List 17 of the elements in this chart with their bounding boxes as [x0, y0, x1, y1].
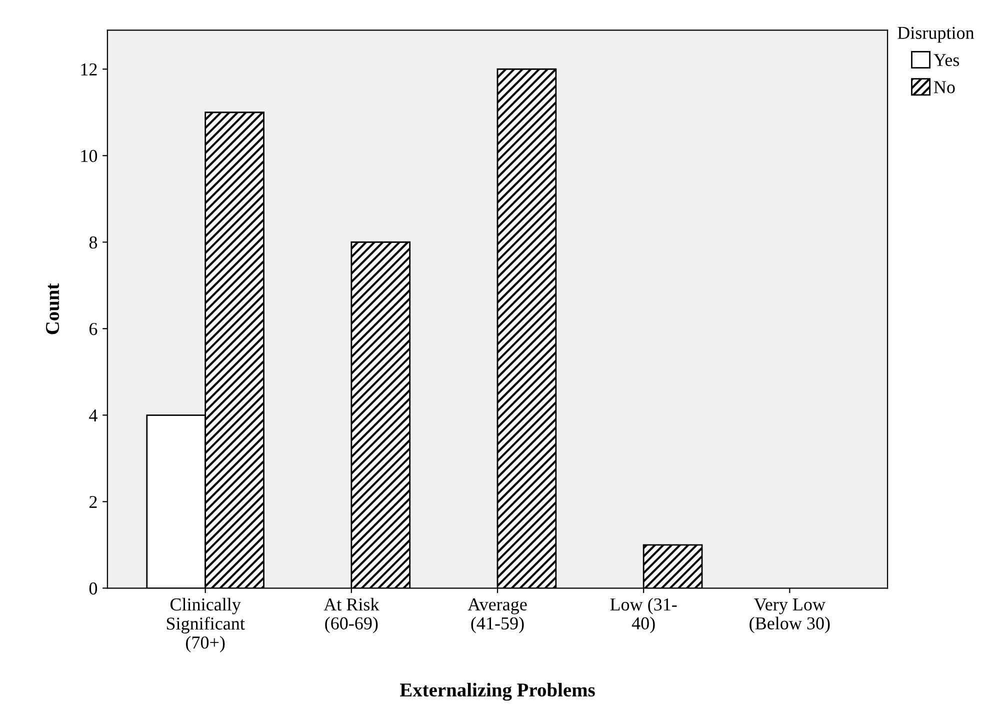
- y-tick-label: 4: [89, 410, 98, 422]
- legend-label: Yes: [934, 54, 960, 66]
- legend-label: No: [934, 81, 955, 94]
- y-tick-label: 0: [89, 582, 98, 595]
- x-tick-label: Low (31- 40): [610, 598, 677, 634]
- y-tick-label: 6: [89, 322, 98, 336]
- x-axis-title: Externalizing Problems: [400, 682, 595, 701]
- y-tick-label: 8: [89, 236, 98, 249]
- y-tick-label: 10: [81, 150, 98, 162]
- x-tick-label: Average (41-59): [468, 598, 527, 634]
- x-tick-label: At Risk (60-69): [324, 598, 380, 634]
- x-tick-label: Clinically Significant (70+): [166, 598, 245, 652]
- y-tick-label: 12: [81, 63, 97, 76]
- legend-title: Disruption: [898, 26, 974, 43]
- x-tick-label: Very Low (Below 30): [750, 598, 830, 634]
- y-tick-label: 2: [90, 496, 97, 508]
- y-axis-title: Count: [46, 283, 60, 334]
